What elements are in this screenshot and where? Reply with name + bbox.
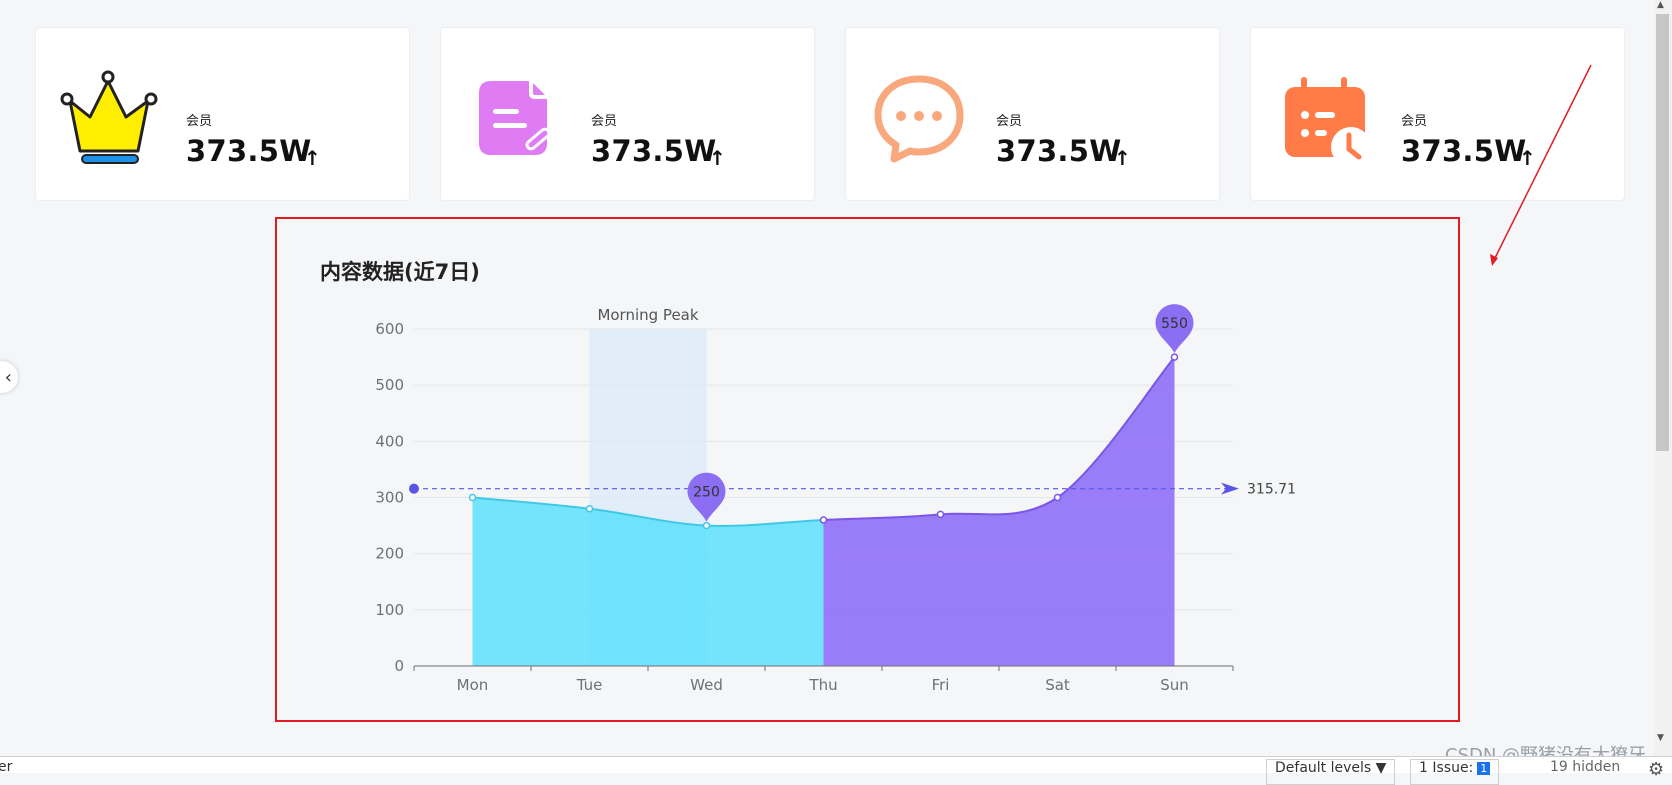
y-tick-label: 500: [375, 376, 404, 394]
data-point: [702, 521, 711, 530]
markpoint-pin: [687, 472, 726, 522]
x-tick-label: Sat: [1045, 676, 1070, 694]
issues-label: 1 Issue:: [1419, 760, 1474, 776]
stat-value: 373.5W: [186, 134, 312, 168]
gear-icon[interactable]: ⚙: [1648, 759, 1665, 780]
stat-label: 会员: [1401, 114, 1428, 129]
y-tick-label: 100: [375, 601, 404, 619]
series-line-high: [823, 356, 1176, 521]
scroll-down-icon[interactable]: ▼: [1657, 733, 1664, 743]
hidden-messages-count: 19 hidden: [1550, 759, 1621, 775]
chart-title: 内容数据(近7日): [320, 260, 480, 284]
y-tick-label: 300: [375, 489, 404, 507]
issues-button[interactable]: 1 Issue: 1: [1410, 759, 1500, 785]
data-point: [585, 504, 594, 513]
markpoint-pin: [1155, 304, 1194, 354]
scrollbar-thumb[interactable]: [1656, 14, 1669, 451]
markarea-label: Morning Peak: [597, 306, 698, 324]
issue-count-badge: 1: [1477, 762, 1491, 775]
series-line-low: [472, 496, 824, 527]
chevron-left-icon: ‹: [4, 366, 12, 388]
stat-label: 会员: [996, 114, 1023, 129]
document-edit-icon: [479, 81, 551, 155]
stat-card-3: 会员 373.5W ↑: [845, 27, 1220, 201]
y-tick-label: 600: [375, 320, 404, 338]
stat-value: 373.5W: [996, 134, 1122, 168]
stat-card-1: 会员 373.5W ↑: [35, 27, 410, 201]
x-tick-label: Thu: [808, 676, 837, 694]
devtools-console-bar: er Default levels ▼ 1 Issue: 1 19 hidden …: [0, 756, 1672, 785]
trend-up-icon: ↑: [304, 146, 321, 170]
markpoint-label: 250: [693, 485, 720, 501]
y-tick-label: 0: [394, 657, 404, 675]
x-tick-label: Sun: [1160, 676, 1189, 694]
x-tick-label: Wed: [690, 676, 723, 694]
markline-start: [409, 483, 419, 494]
x-tick-label: Fri: [932, 676, 950, 694]
area-low: [472, 497, 824, 666]
markpoint-label: 550: [1161, 316, 1188, 332]
data-point: [1170, 353, 1179, 361]
chart-highlight-box: [275, 217, 1460, 722]
calendar-clock-icon: [1285, 77, 1371, 167]
trend-up-icon: ↑: [1114, 146, 1131, 170]
data-point: [468, 493, 477, 502]
console-input[interactable]: er: [0, 759, 13, 775]
x-tick-label: Mon: [457, 676, 489, 694]
area-high: [823, 357, 1175, 666]
stat-value: 373.5W: [591, 134, 717, 168]
stat-label: 会员: [591, 114, 618, 129]
scroll-up-icon[interactable]: ▲: [1657, 0, 1664, 10]
y-tick-label: 200: [375, 545, 404, 563]
trend-up-icon: ↑: [709, 146, 726, 170]
collapse-sidebar-button[interactable]: ‹: [0, 361, 18, 393]
crown-icon: [60, 70, 158, 164]
data-point: [1053, 493, 1062, 502]
stat-label: 会员: [186, 114, 213, 129]
y-tick-label: 400: [375, 432, 404, 450]
data-point: [936, 510, 945, 519]
markline-end-arrow: [1221, 482, 1239, 495]
x-tick-label: Tue: [576, 676, 603, 694]
chat-bubble-icon: [874, 75, 964, 163]
markline-label: 315.71: [1247, 482, 1296, 498]
data-point: [819, 516, 828, 524]
stat-card-2: 会员 373.5W ↑: [440, 27, 815, 201]
log-levels-dropdown[interactable]: Default levels ▼: [1266, 759, 1396, 785]
